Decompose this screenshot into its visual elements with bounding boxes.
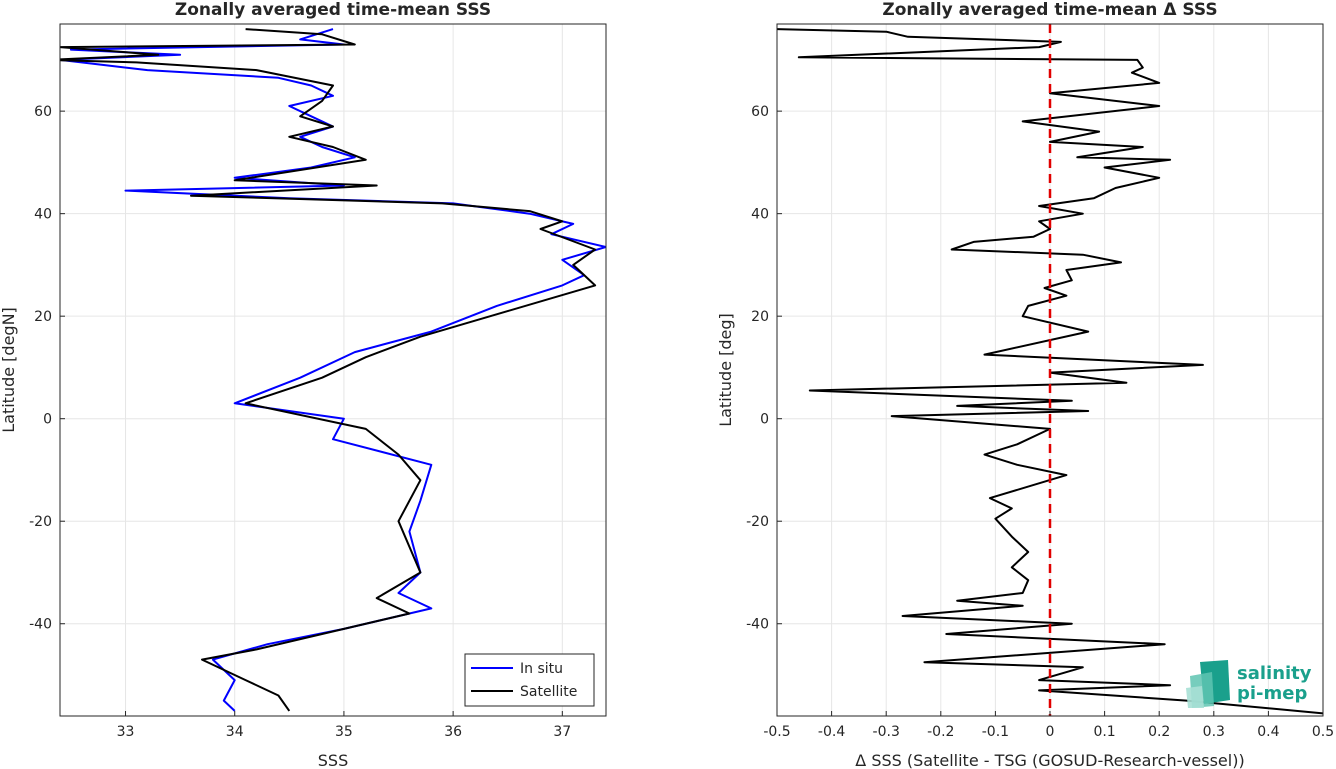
logo-icon — [1186, 660, 1230, 708]
y-tick-label: -40 — [746, 617, 769, 633]
y-axis-label: Latitude [degN] — [0, 307, 18, 433]
axes-frame — [59, 23, 607, 717]
x-tick-label: 35 — [335, 724, 353, 740]
y-tick-label: 40 — [34, 207, 52, 223]
y-tick-label: 40 — [751, 207, 769, 223]
chart-title: Zonally averaged time-mean SSS — [175, 0, 491, 20]
series-group — [777, 28, 1323, 715]
tick-labels: -0.5 -0.4 -0.3 -0.2 -0.1 0 0.1 0.2 0.3 0.4 0.5 -40 -… — [746, 104, 1334, 740]
x-tick-label: 0.1 — [1093, 724, 1115, 740]
x-tick-label: -0.3 — [873, 724, 900, 740]
x-tick-label: 0.5 — [1312, 724, 1334, 740]
series-line-in-situ — [60, 28, 606, 712]
x-axis-label: Δ SSS (Satellite - TSG (GOSUD-Research-v… — [855, 751, 1244, 769]
y-tick-label: 60 — [34, 104, 52, 120]
x-tick-label: -0.5 — [763, 724, 790, 740]
series-line-satellite — [60, 28, 597, 712]
x-tick-label: 0.3 — [1203, 724, 1225, 740]
x-tick-label: 0 — [1046, 724, 1055, 740]
logo-text-line1: salinity — [1237, 663, 1312, 684]
x-axis-label: SSS — [318, 751, 348, 769]
x-tick-label: 37 — [553, 724, 571, 740]
legend: In situ Satellite — [464, 653, 595, 707]
x-tick-label: 33 — [117, 724, 135, 740]
y-tick-label: -20 — [29, 514, 52, 530]
panel-delta-sss: -0.5 -0.4 -0.3 -0.2 -0.1 0 0.1 0.2 0.3 0.4 0.5 -40 -… — [716, 0, 1334, 769]
legend-box — [464, 653, 595, 707]
y-tick-label: 60 — [751, 104, 769, 120]
x-tick-label: 34 — [226, 724, 244, 740]
logo-text-line2: pi-mep — [1237, 683, 1307, 704]
y-axis-label: Latitude [deg] — [716, 313, 735, 427]
chart-title: Zonally averaged time-mean Δ SSS — [882, 0, 1217, 20]
panel-sss: 33 34 35 36 37 -40 -20 0 20 40 60 Zonally averaged… — [0, 0, 607, 769]
x-tick-label: -0.4 — [818, 724, 845, 740]
y-tick-label: 0 — [760, 412, 769, 428]
legend-label-satellite: Satellite — [520, 684, 577, 700]
y-tick-label: 20 — [34, 309, 52, 325]
series-line-delta-sss — [777, 28, 1323, 715]
x-tick-label: 0.4 — [1257, 724, 1279, 740]
y-tick-label: 0 — [43, 412, 52, 428]
x-tick-label: 36 — [444, 724, 462, 740]
x-tick-label: 0.2 — [1148, 724, 1170, 740]
tick-labels: 33 34 35 36 37 -40 -20 0 20 40 60 — [29, 104, 571, 740]
y-tick-label: -40 — [29, 617, 52, 633]
y-tick-label: -20 — [746, 514, 769, 530]
series-group — [60, 28, 606, 712]
y-tick-label: 20 — [751, 309, 769, 325]
grid — [60, 24, 606, 716]
legend-label-in-situ: In situ — [520, 661, 563, 677]
x-tick-label: -0.1 — [982, 724, 1009, 740]
salinity-pi-mep-logo: salinity pi-mep — [1186, 660, 1312, 708]
x-tick-label: -0.2 — [927, 724, 954, 740]
